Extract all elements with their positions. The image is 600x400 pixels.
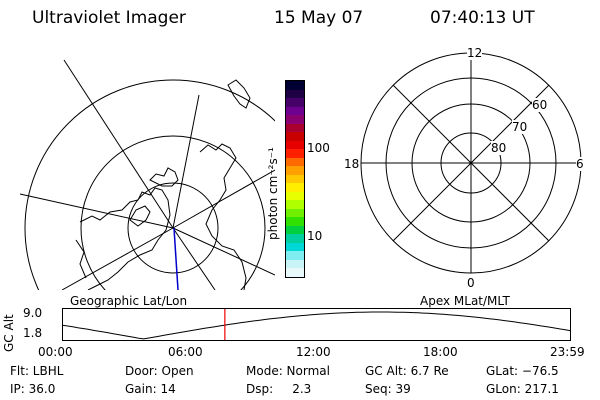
meridian-line	[61, 227, 174, 290]
altitude-curve	[62, 311, 571, 340]
mlt-label-6: 6	[576, 157, 584, 171]
meridian-line	[19, 193, 174, 229]
mlat-label-80: 80	[491, 141, 507, 155]
colorbar-segment	[286, 157, 304, 167]
colorbar-segment	[286, 123, 304, 133]
meridian-line	[172, 227, 216, 290]
colorbar-segment	[286, 166, 304, 175]
lat-circle-outer	[24, 79, 275, 290]
colorbar-unit-label: photon cm⁻²s⁻¹	[266, 147, 280, 240]
colorbar-segment	[286, 183, 304, 192]
colorbar-tick-10: 10	[307, 229, 323, 243]
color-scale-bar	[285, 80, 305, 278]
colorbar-segment	[286, 174, 304, 184]
colorbar-segment	[286, 200, 304, 209]
gc-alt-status: GC Alt: 6.7 Re	[365, 364, 449, 378]
coastline	[199, 143, 247, 290]
colorbar-segment	[286, 251, 304, 260]
alt-xtick-0000: 00:00	[38, 345, 73, 359]
colorbar-segment	[286, 208, 304, 218]
mlat-label-70: 70	[512, 120, 528, 134]
colorbar-segment	[286, 268, 304, 277]
filter-status: Flt: LBHL	[10, 364, 64, 378]
geographic-panel-label: Geographic Lat/Lon	[70, 294, 188, 308]
lat-circle-inner	[127, 182, 219, 274]
meridian-line	[172, 227, 275, 276]
meridian-line	[63, 59, 174, 229]
colorbar-segment	[286, 98, 304, 107]
coastline	[227, 79, 251, 109]
mlt-label-18: 18	[344, 157, 360, 171]
mlt-label-12: 12	[467, 46, 483, 60]
colorbar-segment	[286, 89, 304, 99]
glon-status: GLon: 217.1	[486, 382, 559, 396]
coastline	[129, 205, 151, 227]
mlt-label-0: 0	[467, 276, 475, 290]
alt-xtick-1800: 18:00	[423, 345, 458, 359]
alt-ytick-1.8: 1.8	[23, 326, 43, 340]
satellite-track	[173, 227, 179, 290]
colorbar-segment	[286, 217, 304, 226]
colorbar-segment	[286, 191, 304, 201]
mode-status: Mode: Normal	[246, 364, 330, 378]
colorbar-segment	[286, 259, 304, 269]
coastline	[75, 239, 87, 279]
coastline	[79, 187, 171, 290]
colorbar-segment	[286, 106, 304, 116]
gain-status: Gain: 14	[125, 382, 176, 396]
alt-plot-ylabel: GC Alt	[2, 314, 16, 352]
mlat-label-60: 60	[532, 98, 548, 112]
lat-circle-middle	[80, 135, 266, 290]
colorbar-segment	[286, 149, 304, 158]
colorbar-tick-100: 100	[307, 141, 330, 155]
seq-status: Seq: 39	[365, 382, 411, 396]
alt-ytick-9: 9.0	[23, 306, 43, 320]
colorbar-segment	[286, 140, 304, 150]
meridian-line	[172, 94, 200, 229]
mlt-panel-label: Apex MLat/MLT	[420, 294, 510, 308]
ip-status: IP: 36.0	[10, 382, 56, 396]
alt-xtick-2359: 23:59	[550, 345, 585, 359]
date-label: 15 May 07	[274, 8, 364, 28]
colorbar-segment	[286, 234, 304, 243]
instrument-title: Ultraviolet Imager	[32, 8, 186, 28]
glat-status: GLat: −76.5	[486, 364, 559, 378]
colorbar-segment	[286, 115, 304, 124]
colorbar-segment	[286, 242, 304, 252]
colorbar-segment	[286, 81, 304, 90]
mlt-diagonal-line	[392, 84, 550, 242]
coastline	[149, 167, 179, 187]
geographic-map	[19, 59, 275, 290]
colorbar-segment	[286, 132, 304, 141]
colorbar-segment	[286, 225, 304, 235]
alt-xtick-0600: 06:00	[168, 345, 203, 359]
mlt-polar-plot	[360, 52, 582, 274]
alt-xtick-1200: 12:00	[296, 345, 331, 359]
altitude-strip-plot	[62, 308, 571, 341]
dsp-status: Dsp: 2.3	[246, 382, 312, 396]
door-status: Door: Open	[125, 364, 194, 378]
time-label: 07:40:13 UT	[430, 8, 535, 28]
meridian-line	[172, 169, 275, 229]
